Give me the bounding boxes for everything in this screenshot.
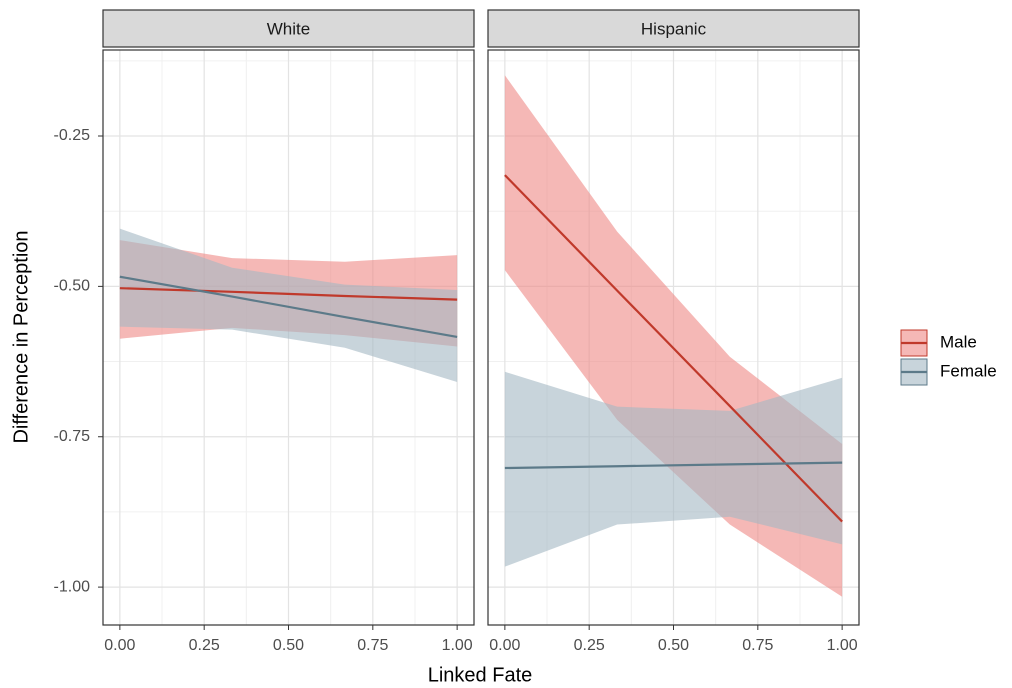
x-tick-label: 1.00 — [827, 637, 858, 654]
legend-label: Male — [940, 332, 977, 351]
x-tick-label: 0.75 — [357, 637, 388, 654]
confidence-band — [119, 228, 458, 383]
y-tick-label: -1.00 — [54, 578, 91, 595]
legend-label: Female — [940, 361, 997, 380]
strip-label: White — [267, 19, 310, 38]
x-tick-label: 0.50 — [658, 637, 689, 654]
x-tick-label: 0.50 — [273, 637, 304, 654]
confidence-band — [504, 371, 843, 567]
x-tick-label: 0.25 — [574, 637, 605, 654]
strip-label: Hispanic — [641, 19, 707, 38]
x-axis-title: Linked Fate — [428, 664, 533, 686]
x-tick-label: 0.75 — [742, 637, 773, 654]
line — [119, 275, 458, 338]
x-tick-label: 0.00 — [489, 637, 520, 654]
line — [504, 461, 843, 470]
strip — [487, 9, 860, 48]
y-tick-label: -0.75 — [54, 428, 91, 445]
line — [119, 287, 458, 301]
y-axis-title: Difference in Perception — [10, 230, 32, 443]
x-tick-label: 0.25 — [189, 637, 220, 654]
y-tick-label: -0.25 — [54, 127, 91, 144]
strip — [102, 9, 475, 48]
y-tick-label: -0.50 — [54, 278, 91, 295]
x-tick-label: 0.00 — [104, 637, 135, 654]
x-tick-label: 1.00 — [442, 637, 473, 654]
